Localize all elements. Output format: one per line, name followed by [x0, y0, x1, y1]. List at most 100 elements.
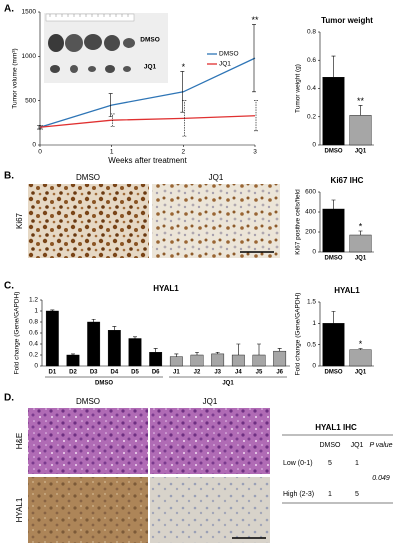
- bar: [349, 349, 372, 367]
- bar: [322, 76, 345, 146]
- x-tick-label: 0: [38, 149, 42, 156]
- table-cell: High (2-3): [283, 491, 314, 498]
- x-tick-label: J1: [173, 370, 180, 376]
- error-bar: [71, 353, 75, 355]
- inset-label: DMSO: [140, 37, 160, 44]
- y-tick-label: 0.6: [307, 57, 316, 64]
- y-tick-label: 0: [312, 249, 316, 256]
- bar: [349, 234, 372, 253]
- significance: *: [182, 62, 186, 72]
- y-tick-label: 0.6: [29, 330, 38, 337]
- panel-label: C.: [4, 281, 14, 292]
- x-tick-label: JQ1: [355, 149, 367, 155]
- chart-title: HYAL1: [153, 284, 179, 293]
- y-tick-label: 400: [305, 209, 316, 216]
- error-bar: [153, 348, 158, 353]
- micrograph: [150, 408, 270, 474]
- bar: [169, 356, 183, 367]
- x-tick-label: J5: [256, 370, 263, 376]
- y-tick-label: 1000: [22, 53, 37, 60]
- x-tick-label: D1: [48, 370, 56, 376]
- error-bar: [110, 113, 115, 127]
- micrograph: [150, 477, 270, 543]
- y-tick-label: 0.4: [307, 85, 316, 92]
- table-cell: 5: [328, 460, 332, 467]
- y-tick-label: 500: [25, 97, 36, 104]
- x-tick-label: 2: [182, 149, 186, 156]
- image-column-label: DMSO: [76, 397, 100, 406]
- error-bar: [108, 93, 113, 117]
- image-column-label: JQ1: [203, 397, 218, 406]
- bar: [149, 352, 163, 367]
- table-header: P value: [369, 442, 392, 449]
- y-axis-label: Tumor weight (g): [295, 64, 302, 113]
- error-bar: [112, 326, 117, 331]
- micrograph: [28, 477, 148, 543]
- table-cell: 1: [355, 460, 359, 467]
- y-axis-label: Tumor volume (mm³): [12, 48, 19, 108]
- group-label: JQ1: [222, 381, 234, 387]
- error-bar: [358, 230, 363, 235]
- error-bar: [39, 125, 43, 130]
- bar: [231, 354, 245, 367]
- error-bar: [257, 343, 261, 355]
- x-tick-label: D3: [90, 370, 98, 376]
- y-tick-label: 0: [32, 142, 36, 149]
- table: HYAL1 IHC DMSO JQ1 P value Low (0-1) 5 1…: [282, 423, 393, 504]
- significance: *: [359, 339, 363, 349]
- error-bar: [358, 105, 363, 116]
- bar: [211, 353, 225, 367]
- bar: [349, 115, 372, 146]
- x-axis-label: Weeks after treatment: [108, 156, 187, 165]
- significance: **: [251, 15, 259, 25]
- x-tick-label: 1: [110, 149, 114, 156]
- bar: [273, 350, 287, 367]
- bar: [190, 354, 204, 367]
- bar: [45, 310, 59, 367]
- error-bar: [180, 71, 185, 113]
- y-tick-label: 0.8: [307, 29, 316, 36]
- y-tick-label: 1.5: [307, 299, 316, 306]
- y-tick-label: 200: [305, 229, 316, 236]
- error-bar: [50, 309, 55, 311]
- table-cell: Low (0-1): [283, 460, 313, 467]
- micrograph: [28, 408, 148, 474]
- significance: **: [357, 96, 365, 106]
- image-column-label: DMSO: [76, 173, 100, 182]
- x-tick-label: 3: [253, 149, 257, 156]
- y-axis-label: Fold change (Gene/GAPDH): [295, 293, 302, 376]
- x-tick-label: D5: [131, 370, 139, 376]
- table-cell: 0.049: [372, 475, 390, 482]
- x-tick-label: J6: [276, 370, 283, 376]
- x-tick-label: DMSO: [325, 149, 343, 155]
- table-cell: 5: [355, 491, 359, 498]
- y-tick-label: 0: [312, 142, 316, 149]
- bar: [128, 338, 142, 367]
- y-axis-label: Ki67 positive cells/field: [295, 189, 302, 255]
- bar: [322, 208, 345, 253]
- error-bar: [254, 100, 258, 132]
- bar: [322, 323, 345, 367]
- y-tick-label: 1500: [22, 9, 37, 16]
- y-tick-label: 600: [305, 189, 316, 196]
- error-bar: [133, 336, 137, 339]
- panel-label: A.: [4, 4, 14, 15]
- x-tick-label: J3: [214, 370, 221, 376]
- y-tick-label: 1: [312, 320, 316, 327]
- error-bar: [252, 24, 256, 93]
- x-tick-label: DMSO: [325, 370, 343, 376]
- bar: [87, 321, 101, 367]
- x-tick-label: JQ1: [355, 256, 367, 262]
- error-bar: [331, 311, 336, 324]
- x-tick-label: J2: [194, 370, 201, 376]
- significance: *: [359, 221, 363, 231]
- x-tick-label: J4: [235, 370, 242, 376]
- error-bar: [195, 351, 199, 355]
- bar: [107, 330, 121, 367]
- x-tick-label: D6: [152, 370, 160, 376]
- panel-label: D.: [4, 393, 14, 404]
- image-row-label: H&E: [15, 433, 24, 449]
- error-bar: [358, 348, 363, 350]
